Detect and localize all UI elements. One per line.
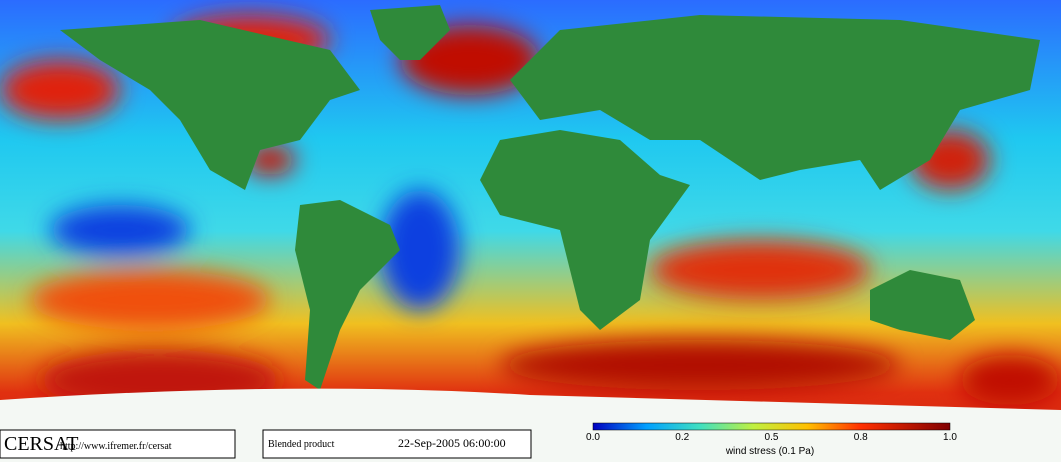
- url: http://www.ifremer.fr/cersat: [60, 441, 172, 452]
- colorbar-ticks: 0.0 0.2 0.5 0.8 1.0: [586, 432, 957, 443]
- colorbar-tick-label: 0.5: [765, 432, 779, 443]
- colorbar-tick-label: 0.0: [586, 432, 600, 443]
- colorbar-tick-label: 1.0: [943, 432, 957, 443]
- colorbar-label: wind stress (0.1 Pa): [725, 446, 814, 457]
- date: 22-Sep-2005 06:00:00: [398, 436, 506, 450]
- logo: CERSAT: [4, 433, 78, 455]
- info-box: [262, 429, 532, 459]
- colorbar-tick-label: 0.8: [854, 432, 868, 443]
- product: Blended product: [268, 439, 335, 450]
- colorbar-tick-label: 0.2: [675, 432, 689, 443]
- colorbar: [592, 422, 951, 431]
- logo-box: [0, 429, 236, 459]
- land: [60, 5, 1040, 390]
